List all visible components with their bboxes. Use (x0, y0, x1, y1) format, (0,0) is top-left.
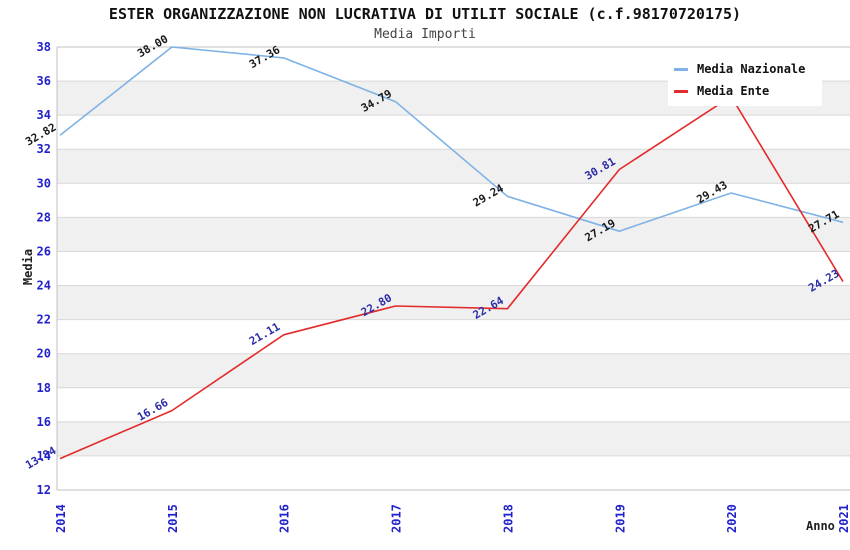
y-tick-label: 18 (37, 381, 51, 395)
y-tick-label: 16 (37, 415, 51, 429)
plot-band (57, 285, 850, 320)
legend: Media Nazionale Media Ente (668, 56, 822, 106)
x-axis-title: Anno (806, 519, 835, 533)
point-label: 21.11 (247, 320, 283, 348)
x-tick-label: 2021 (837, 504, 850, 533)
plot-band (57, 217, 850, 252)
chart-title: ESTER ORGANIZZAZIONE NON LUCRATIVA DI UT… (108, 5, 742, 23)
x-tick-label: 2017 (390, 504, 404, 533)
y-tick-label: 32 (37, 142, 51, 156)
x-tick-label: 2015 (166, 504, 180, 533)
plot-band (57, 421, 850, 456)
legend-label: Media Ente (697, 84, 770, 98)
legend-marker-media-ente (674, 89, 688, 93)
legend-marker-media-nazionale (674, 67, 688, 71)
y-tick-label: 34 (37, 108, 51, 122)
y-tick-label: 12 (37, 483, 51, 497)
y-axis-title: Media (21, 248, 35, 286)
x-tick-label: 2014 (54, 504, 68, 533)
y-tick-label: 20 (37, 347, 51, 361)
y-tick-label: 22 (37, 313, 51, 327)
x-tick-label: 2016 (278, 504, 292, 533)
series-line-media-nazionale (59, 46, 844, 232)
y-tick-label: 38 (37, 40, 51, 54)
series-line-media-ente (59, 95, 844, 460)
legend-item-media-nazionale: Media Nazionale (674, 58, 822, 80)
y-tick-label: 14 (37, 449, 51, 463)
y-tick-label: 36 (37, 74, 51, 88)
chart-subtitle: Media Importi (374, 27, 476, 42)
y-tick-label: 24 (37, 279, 51, 293)
x-tick-label: 2020 (725, 504, 739, 533)
legend-item-media-ente: Media Ente (674, 80, 822, 102)
x-tick-label: 2019 (613, 504, 627, 533)
plot-band (57, 149, 850, 184)
y-tick-label: 28 (37, 210, 51, 224)
point-label: 29.24 (471, 181, 507, 209)
legend-label: Media Nazionale (697, 62, 806, 76)
plot-band (57, 353, 850, 388)
x-tick-label: 2018 (501, 504, 515, 533)
y-tick-label: 30 (37, 176, 51, 190)
y-tick-label: 26 (37, 244, 51, 258)
